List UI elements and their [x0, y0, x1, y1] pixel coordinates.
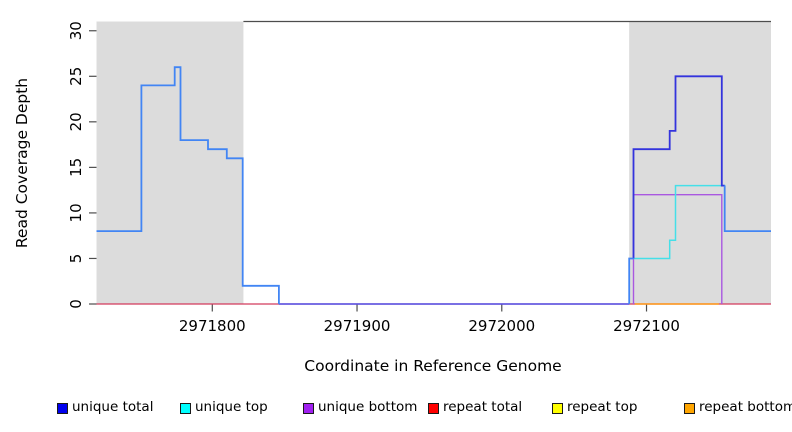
y-axis-title: Read Coverage Depth	[13, 78, 31, 248]
y-tick-label: 15	[67, 158, 85, 177]
legend-swatch-icon	[428, 403, 439, 414]
y-tick-label: 10	[67, 203, 85, 222]
shaded-region	[629, 21, 771, 304]
y-tick-label: 25	[67, 67, 85, 86]
x-tick-label: 2972100	[613, 317, 680, 335]
legend-swatch-icon	[552, 403, 563, 414]
shaded-region	[96, 21, 244, 304]
legend-swatch-icon	[57, 403, 68, 414]
unique-total-dark-line	[632, 75, 725, 259]
legend-swatch-icon	[684, 403, 695, 414]
legend-swatch-icon	[180, 403, 191, 414]
y-tick-label: 20	[67, 112, 85, 131]
legend-label: unique total	[72, 399, 154, 415]
unique-total-azure-left-line	[96, 66, 280, 304]
legend-swatch-icon	[303, 403, 314, 414]
x-tick-label: 2972000	[468, 317, 535, 335]
x-axis-title: Coordinate in Reference Genome	[304, 357, 561, 375]
legend-label: unique top	[195, 399, 268, 415]
legend-label: repeat bottom	[699, 399, 792, 415]
legend-label: repeat total	[443, 399, 523, 415]
x-tick-label: 2971800	[179, 317, 246, 335]
unique-total-azure-rise-line	[628, 257, 634, 304]
legend-label: unique bottom	[318, 399, 418, 415]
x-tick-label: 2971900	[324, 317, 391, 335]
legend-label: repeat top	[567, 399, 638, 415]
legend: unique total unique top unique bottom repea…	[0, 398, 792, 424]
y-tick-label: 30	[67, 21, 85, 40]
unique-total-azure-tail-line	[723, 185, 771, 233]
y-tick-label: 5	[67, 254, 85, 264]
y-tick-label: 0	[67, 299, 85, 309]
